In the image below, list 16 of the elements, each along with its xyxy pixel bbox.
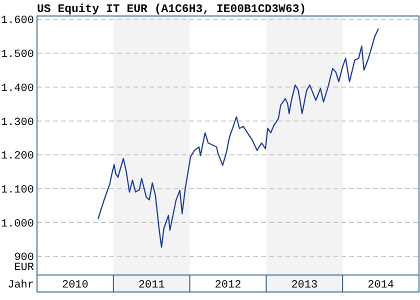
- y-tick-label: 1.300: [0, 116, 34, 129]
- x-tick-label: 2013: [291, 279, 318, 292]
- y-tick-label: 1.600: [0, 15, 34, 28]
- chart-title: US Equity IT EUR (A1C6H3, IE00B1CD3W63): [37, 3, 306, 16]
- x-tick-label: 2014: [368, 279, 394, 292]
- x-tick-label: 2010: [62, 279, 88, 292]
- y-axis-title: EUR: [14, 262, 34, 274]
- y-tick-label: 1.500: [0, 49, 34, 62]
- line-series: [98, 28, 380, 248]
- y-tick-label: 1.200: [0, 150, 34, 163]
- y-tick-label: 1.000: [0, 218, 34, 230]
- x-tick-label: 2011: [138, 279, 166, 292]
- x-axis-title: Jahr: [8, 279, 34, 292]
- y-tick-label: 1.400: [0, 82, 34, 95]
- x-tick-label: 2012: [214, 279, 242, 292]
- y-tick-label: 1.100: [0, 184, 34, 197]
